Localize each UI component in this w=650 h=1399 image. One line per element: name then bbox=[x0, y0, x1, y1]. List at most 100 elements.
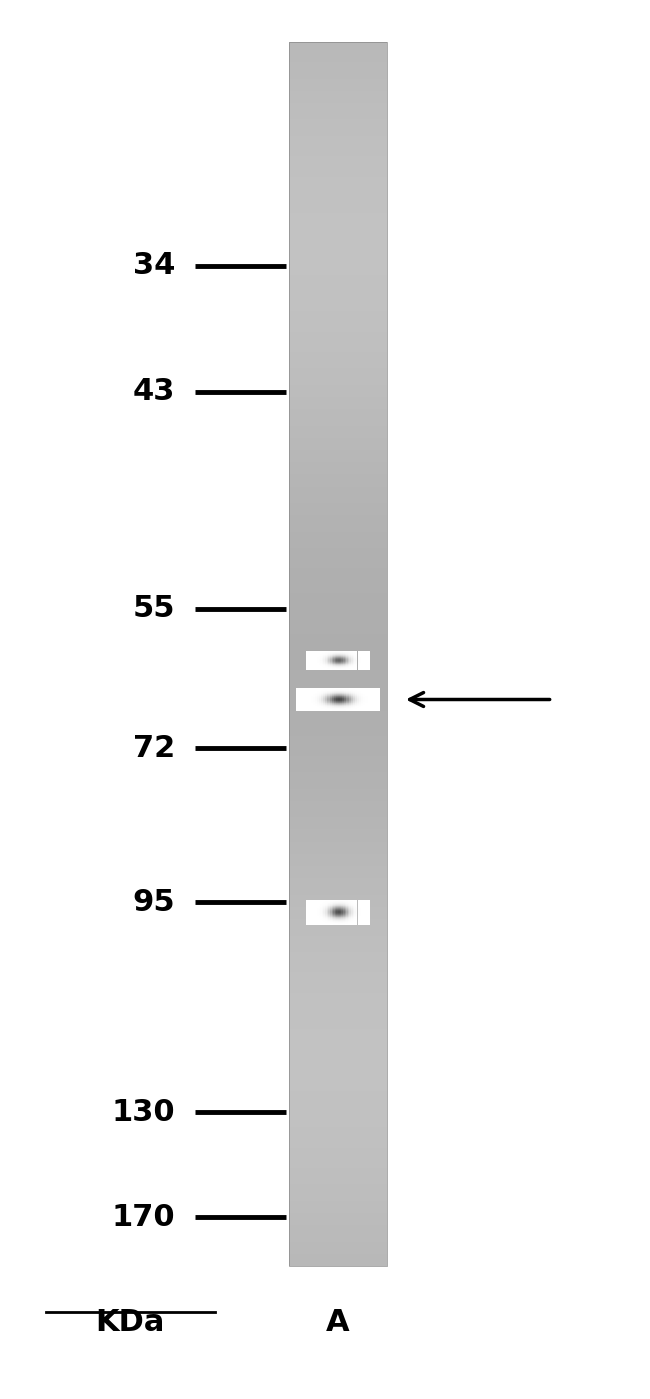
Bar bbox=[289, 1000, 387, 1004]
Bar bbox=[289, 393, 387, 397]
Bar bbox=[289, 568, 387, 572]
Bar bbox=[289, 1025, 387, 1030]
Bar bbox=[289, 255, 387, 259]
Bar bbox=[289, 323, 387, 327]
Bar bbox=[289, 785, 387, 789]
Bar bbox=[289, 760, 387, 764]
Bar bbox=[289, 201, 387, 206]
Bar bbox=[289, 900, 387, 902]
Bar bbox=[289, 283, 387, 287]
Bar bbox=[289, 1053, 387, 1058]
Bar bbox=[289, 221, 387, 225]
Bar bbox=[289, 572, 387, 576]
Bar bbox=[289, 915, 387, 919]
Text: 95: 95 bbox=[133, 888, 176, 916]
Text: 34: 34 bbox=[133, 252, 176, 280]
Bar bbox=[289, 879, 387, 883]
Bar bbox=[289, 1230, 387, 1234]
Bar bbox=[289, 862, 387, 866]
Bar bbox=[289, 91, 387, 95]
Bar bbox=[289, 455, 387, 459]
Bar bbox=[289, 1147, 387, 1151]
Bar bbox=[289, 800, 387, 804]
Bar bbox=[289, 655, 387, 658]
Bar bbox=[289, 662, 387, 666]
Bar bbox=[289, 1262, 387, 1266]
Bar bbox=[289, 327, 387, 332]
Bar bbox=[289, 291, 387, 295]
Bar bbox=[289, 87, 387, 91]
Bar bbox=[289, 1200, 387, 1205]
Bar bbox=[289, 499, 387, 504]
Bar bbox=[289, 1030, 387, 1034]
Bar bbox=[289, 315, 387, 319]
Bar bbox=[289, 585, 387, 589]
Bar bbox=[289, 78, 387, 83]
Bar bbox=[289, 597, 387, 602]
Bar bbox=[289, 376, 387, 381]
Bar bbox=[289, 1156, 387, 1160]
Bar bbox=[289, 344, 387, 348]
Bar bbox=[289, 804, 387, 809]
Bar bbox=[289, 1034, 387, 1038]
Bar bbox=[289, 508, 387, 511]
Bar bbox=[289, 866, 387, 870]
Bar bbox=[289, 1168, 387, 1172]
Bar bbox=[289, 148, 387, 152]
Bar bbox=[289, 274, 387, 278]
Bar bbox=[289, 1209, 387, 1213]
Bar bbox=[289, 210, 387, 214]
Bar bbox=[289, 123, 387, 127]
Bar bbox=[289, 830, 387, 834]
Bar bbox=[289, 144, 387, 148]
Bar bbox=[289, 246, 387, 250]
Bar bbox=[289, 442, 387, 446]
Bar bbox=[289, 459, 387, 462]
Bar bbox=[289, 853, 387, 858]
Bar bbox=[289, 429, 387, 434]
Bar bbox=[289, 727, 387, 732]
Bar bbox=[289, 683, 387, 687]
Bar bbox=[289, 1226, 387, 1230]
Bar bbox=[289, 540, 387, 544]
Bar bbox=[289, 776, 387, 781]
Bar bbox=[289, 1144, 387, 1147]
Bar bbox=[289, 581, 387, 585]
Bar bbox=[289, 70, 387, 74]
Bar bbox=[289, 421, 387, 425]
Bar bbox=[289, 214, 387, 217]
Bar bbox=[289, 789, 387, 793]
Bar bbox=[289, 981, 387, 985]
Bar bbox=[289, 1164, 387, 1168]
Bar bbox=[289, 402, 387, 406]
Bar bbox=[289, 413, 387, 417]
Bar bbox=[289, 1221, 387, 1226]
Bar bbox=[289, 1160, 387, 1164]
Bar bbox=[289, 985, 387, 989]
Text: 72: 72 bbox=[133, 734, 176, 762]
Bar bbox=[289, 564, 387, 568]
Bar bbox=[289, 527, 387, 532]
Bar bbox=[289, 389, 387, 393]
Bar bbox=[289, 891, 387, 895]
Bar bbox=[289, 1189, 387, 1192]
Bar bbox=[289, 1177, 387, 1181]
Bar bbox=[289, 238, 387, 242]
Bar bbox=[289, 1242, 387, 1245]
Bar bbox=[289, 548, 387, 553]
Bar bbox=[289, 646, 387, 651]
Bar bbox=[289, 152, 387, 157]
Bar bbox=[289, 842, 387, 846]
Bar bbox=[289, 67, 387, 70]
Bar bbox=[289, 511, 387, 515]
Bar bbox=[289, 299, 387, 304]
Bar bbox=[289, 1140, 387, 1144]
Bar bbox=[289, 270, 387, 274]
Bar bbox=[289, 470, 387, 474]
Bar bbox=[289, 895, 387, 900]
Bar bbox=[289, 189, 387, 193]
Bar bbox=[289, 1004, 387, 1009]
Text: 130: 130 bbox=[112, 1098, 176, 1126]
Bar bbox=[289, 651, 387, 655]
Bar bbox=[289, 1066, 387, 1070]
